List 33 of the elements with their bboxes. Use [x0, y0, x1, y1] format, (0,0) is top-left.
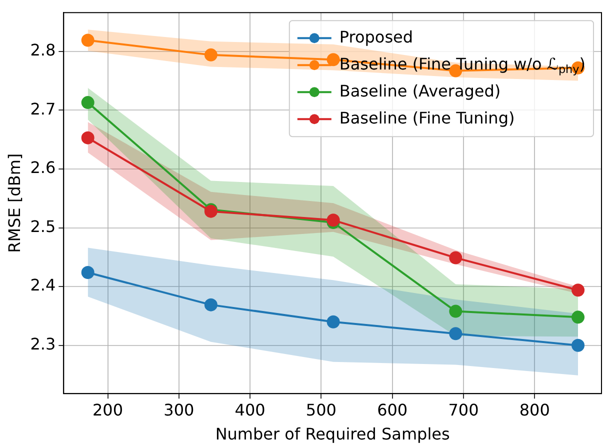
point [326, 315, 340, 328]
point [81, 131, 94, 144]
point [81, 266, 94, 279]
x-tick-label: 400 [234, 400, 266, 420]
x-tick-label: 300 [164, 400, 194, 420]
point [204, 48, 218, 62]
point [572, 310, 585, 324]
legend-label: Baseline (Fine Tuning) [339, 108, 515, 128]
point [572, 338, 585, 352]
y-tick-label: 2.8 [30, 40, 56, 60]
point [326, 53, 340, 66]
legend-label: Baseline (Averaged) [339, 81, 501, 100]
y-tick-label: 2.5 [30, 216, 56, 236]
point [449, 251, 462, 264]
point [326, 214, 340, 227]
y-axis-title: RMSE [dBm] [4, 153, 24, 253]
y-tick-label: 2.6 [30, 158, 56, 178]
x-tick-label: 700 [448, 400, 479, 420]
point [449, 327, 462, 340]
y-tick-label: 2.3 [30, 334, 56, 354]
point [572, 284, 585, 297]
y-tick-label: 2.4 [30, 276, 56, 295]
x-axis-title: Number of Required Samples [215, 424, 450, 444]
point [81, 34, 94, 47]
y-tick-label: 2.7 [30, 99, 56, 118]
point [81, 96, 94, 110]
legend-label: Proposed [339, 27, 414, 46]
x-tick-label: 800 [519, 400, 550, 420]
point [204, 298, 218, 312]
x-tick-label: 500 [306, 400, 336, 420]
x-tick-label: 600 [377, 400, 408, 420]
point [449, 304, 462, 318]
x-tick-label: 200 [92, 400, 124, 420]
